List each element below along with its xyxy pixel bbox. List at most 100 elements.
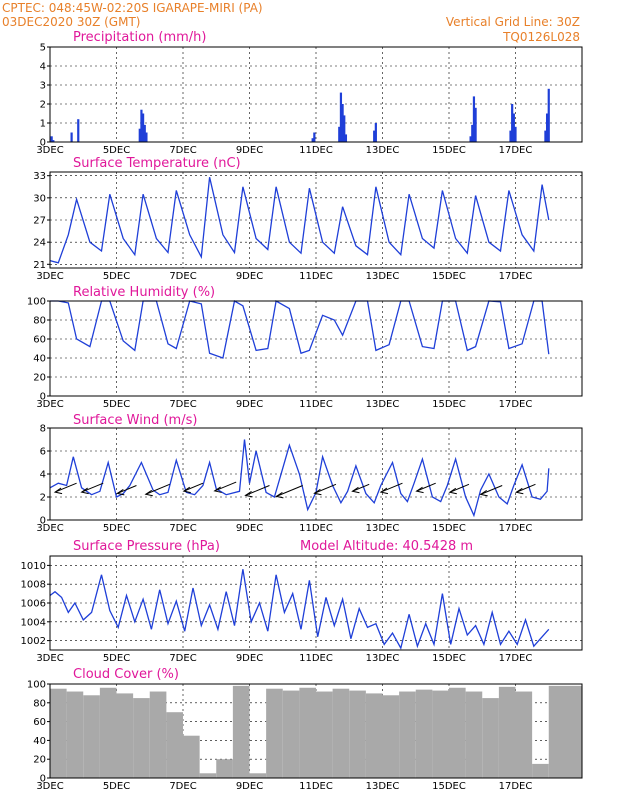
- x-tick-label: 7DEC: [169, 781, 196, 792]
- precip-bar: [50, 136, 53, 142]
- precip-bar: [344, 134, 348, 142]
- precip-bar: [469, 136, 472, 142]
- x-tick-label: 7DEC: [169, 653, 196, 664]
- wind-arrow-shaft: [214, 481, 237, 492]
- y-tick-label: 21: [33, 260, 46, 271]
- precip-bar: [70, 132, 73, 142]
- y-tick-label: 0: [40, 774, 46, 785]
- wind-arrow-shaft: [245, 485, 270, 496]
- precip-bar: [140, 109, 143, 142]
- y-tick-label: 0: [40, 392, 46, 403]
- y-tick-label: 0: [40, 516, 46, 527]
- wind-arrow-head: [53, 487, 63, 495]
- x-tick-label: 13DEC: [366, 523, 400, 534]
- precip-bar: [374, 123, 377, 142]
- y-tick-label: 3: [40, 81, 46, 92]
- pres-annotation: Model Altitude: 40.5428 m: [300, 539, 473, 554]
- cloud-bar: [548, 685, 582, 778]
- x-tick-label: 7DEC: [169, 523, 196, 534]
- x-tick-label: 17DEC: [499, 399, 533, 410]
- y-tick-label: 4: [40, 62, 46, 73]
- cloud-bar: [66, 691, 84, 778]
- precip-bar: [471, 124, 474, 142]
- y-tick-label: 40: [33, 354, 46, 365]
- x-tick-label: 7DEC: [169, 271, 196, 282]
- cloud-bar: [415, 689, 433, 778]
- precip-bar: [138, 128, 141, 142]
- cloud-bar: [365, 693, 383, 778]
- wind-arrow-head: [80, 487, 89, 495]
- wind-arrow-head: [351, 486, 360, 494]
- y-tick-label: 100: [27, 297, 46, 308]
- wind-arrow-head: [182, 486, 191, 494]
- wind-arrow: [244, 485, 270, 498]
- rh-title: Relative Humidity (%): [73, 285, 215, 300]
- cloud-bar: [149, 691, 167, 778]
- wind-arrow: [144, 483, 170, 497]
- y-tick-label: 40: [33, 736, 46, 747]
- x-tick-label: 15DEC: [432, 653, 466, 664]
- cloud-bar: [266, 688, 283, 778]
- x-tick-label: 13DEC: [366, 399, 400, 410]
- cloud-bar: [216, 759, 233, 778]
- y-tick-label: 30: [33, 193, 46, 204]
- x-tick-label: 15DEC: [432, 271, 466, 282]
- y-tick-label: 2: [40, 493, 46, 504]
- cloud-bar: [166, 712, 183, 778]
- cloud-bar: [316, 691, 333, 778]
- wind-arrow: [379, 482, 403, 495]
- y-tick-label: 33: [33, 171, 46, 182]
- wind-arrow-shaft: [480, 485, 503, 495]
- x-tick-label: 11DEC: [299, 781, 333, 792]
- wind-arrow: [313, 483, 337, 496]
- x-tick-label: 5DEC: [103, 523, 130, 534]
- wind-arrow-shaft: [314, 483, 337, 494]
- x-tick-label: 7DEC: [169, 145, 196, 156]
- cloud-bar: [249, 773, 267, 778]
- precip-bar: [52, 140, 55, 142]
- header-line1: CPTEC: 048:45W-02:20S IGARAPE-MIRI (PA): [2, 1, 263, 15]
- cloud-frame: [49, 683, 583, 779]
- x-tick-label: 9DEC: [236, 271, 263, 282]
- cloud-bar: [199, 773, 217, 778]
- pres-title: Surface Pressure (hPa): [73, 539, 220, 554]
- cloud-bar: [515, 691, 533, 778]
- x-tick-label: 9DEC: [236, 145, 263, 156]
- x-tick-label: 11DEC: [299, 399, 333, 410]
- x-tick-label: 13DEC: [366, 781, 400, 792]
- wind-arrow-head: [479, 489, 488, 497]
- cloud-bar: [349, 690, 366, 778]
- panels: Precipitation (mm/h) 0 1 2 3 4 5 3DEC 5DEC 7DEC 9D…: [21, 30, 583, 792]
- x-tick-label: 5DEC: [103, 145, 130, 156]
- x-tick-label: 9DEC: [236, 781, 263, 792]
- temp-panel: Surface Temperature (nC) 21 24 27 30 33 3DEC 5D…: [33, 156, 583, 282]
- cloud-bar: [133, 698, 150, 778]
- x-tick-label: 11DEC: [299, 145, 333, 156]
- precip-bar: [77, 119, 80, 142]
- pres-panel: Surface Pressure (hPa) Model Altitude: 40…: [21, 539, 583, 664]
- precip-title: Precipitation (mm/h): [73, 30, 206, 45]
- cloud-bar: [532, 763, 549, 778]
- x-tick-label: 17DEC: [499, 781, 533, 792]
- cloud-bar: [116, 693, 134, 778]
- wind-title: Surface Wind (m/s): [73, 413, 197, 428]
- precip-bar: [472, 96, 476, 142]
- cloud-bar: [99, 687, 117, 778]
- wind-arrow-head: [213, 486, 222, 493]
- x-tick-label: 7DEC: [169, 399, 196, 410]
- x-tick-label: 9DEC: [236, 653, 263, 664]
- precip-bar: [509, 130, 512, 142]
- wind-series-line: [49, 439, 550, 518]
- precip-bar: [142, 113, 145, 142]
- wind-panel: Surface Wind (m/s) 0 2 4 6 8 3DEC 5DEC 7DEC 9DEC 1…: [36, 413, 583, 534]
- y-tick-label: 5: [40, 43, 46, 54]
- cloud-bar: [282, 690, 300, 778]
- wind-arrow-shaft: [516, 483, 536, 493]
- wind-arrow: [448, 483, 470, 495]
- x-tick-label: 17DEC: [499, 523, 533, 534]
- wind-arrow-shaft: [449, 483, 470, 493]
- x-tick-label: 5DEC: [103, 653, 130, 664]
- cloud-bar: [482, 698, 499, 778]
- wind-arrow-shaft: [183, 482, 204, 492]
- rh-panel: Relative Humidity (%) 0 20 40 60 80 100 3DEC 5DE…: [27, 285, 583, 410]
